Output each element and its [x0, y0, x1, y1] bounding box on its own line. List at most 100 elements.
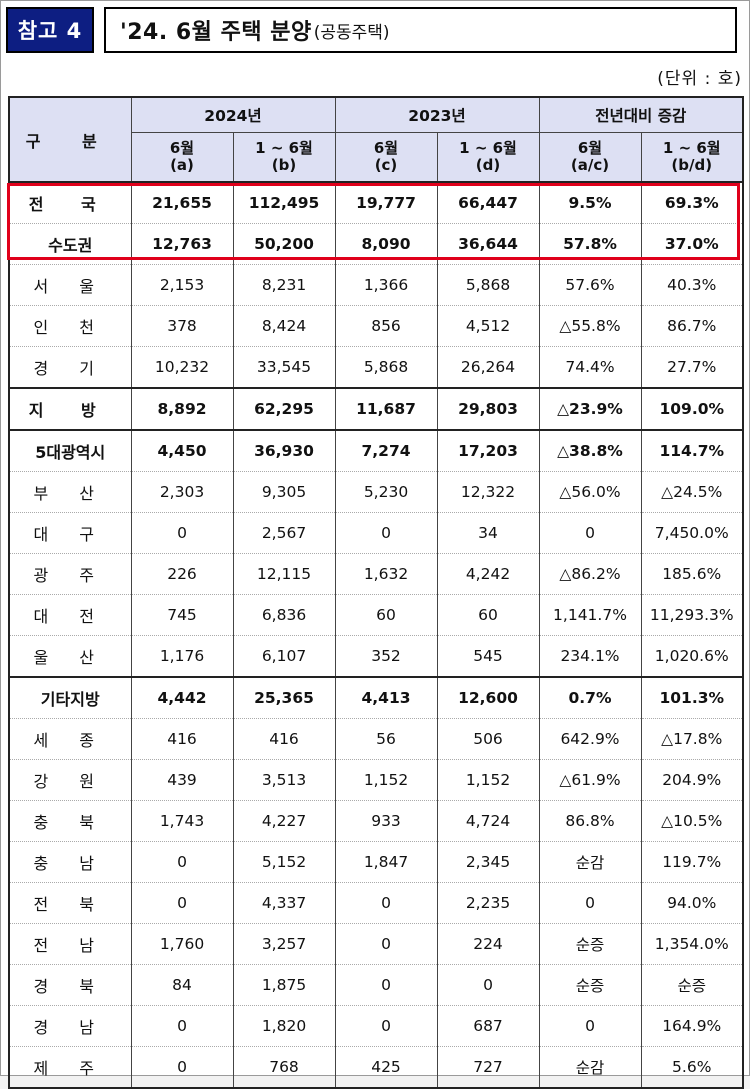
value-cell: 5,868 — [436, 264, 540, 306]
group-header-change: 전년대비 증감 — [538, 96, 744, 133]
value-cell: 0 — [538, 1005, 642, 1047]
region-name: 수도권 — [8, 223, 132, 265]
value-cell: 순감 — [538, 841, 642, 883]
value-cell: 1,820 — [232, 1005, 336, 1047]
title-subtitle: (공동주택) — [313, 22, 390, 43]
region-name: 광 주 — [8, 553, 132, 595]
value-cell: 1,152 — [334, 759, 438, 801]
value-cell: 933 — [334, 800, 438, 842]
value-cell: 114.7% — [640, 429, 744, 472]
value-cell: 185.6% — [640, 553, 744, 595]
region-name: 기타지방 — [8, 676, 132, 719]
value-cell: 7,274 — [334, 429, 438, 472]
value-cell: 4,512 — [436, 305, 540, 347]
subheader-code: (a/c) — [570, 156, 610, 174]
value-cell: 101.3% — [640, 676, 744, 719]
value-cell: 0 — [130, 1046, 234, 1089]
value-cell: 5,230 — [334, 471, 438, 513]
value-cell: 순감 — [538, 1046, 642, 1089]
value-cell: 0 — [334, 923, 438, 965]
table-row: 경 기 10,232 33,545 5,868 26,264 74.4% 27.7% — [8, 346, 744, 389]
group-header-2023: 2023년 — [334, 96, 540, 133]
value-cell: 1,152 — [436, 759, 540, 801]
table-row: 대 전 745 6,836 60 60 1,141.7% 11,293.3% — [8, 594, 744, 636]
region-name: 대 구 — [8, 512, 132, 554]
table-row: 전 국 21,655 112,495 19,777 66,447 9.5% 69.3% — [8, 181, 744, 224]
region-name: 경 남 — [8, 1005, 132, 1047]
unit-label: (단위 : 호) — [657, 69, 742, 89]
value-cell: 727 — [436, 1046, 540, 1089]
value-cell: 57.8% — [538, 223, 642, 265]
value-cell: 3,257 — [232, 923, 336, 965]
table-row: 부 산 2,303 9,305 5,230 12,322 △56.0% △24.5% — [8, 471, 744, 513]
value-cell: 8,892 — [130, 387, 234, 431]
value-cell: 0.7% — [538, 676, 642, 719]
value-cell: 56 — [334, 718, 438, 760]
table-row: 수도권 12,763 50,200 8,090 36,644 57.8% 37.0% — [8, 223, 744, 265]
value-cell: 642.9% — [538, 718, 642, 760]
value-cell: 40.3% — [640, 264, 744, 306]
table-row: 5대광역시 4,450 36,930 7,274 17,203 △38.8% 114.7% — [8, 429, 744, 472]
region-name: 지 방 — [8, 387, 132, 431]
value-cell: 416 — [232, 718, 336, 760]
value-cell: 순증 — [538, 923, 642, 965]
value-cell: 0 — [436, 964, 540, 1006]
subheader-code: (b) — [271, 156, 297, 174]
table-row: 대 구 0 2,567 0 34 0 7,450.0% — [8, 512, 744, 554]
value-cell: △23.9% — [538, 387, 642, 431]
value-cell: 1,875 — [232, 964, 336, 1006]
table-row: 광 주 226 12,115 1,632 4,242 △86.2% 185.6% — [8, 553, 744, 595]
value-cell: 4,450 — [130, 429, 234, 472]
value-cell: 25,365 — [232, 676, 336, 719]
value-cell: 1,847 — [334, 841, 438, 883]
value-cell: 8,090 — [334, 223, 438, 265]
page-title: '24. 6월 주택 분양 (공동주택) — [104, 7, 737, 53]
value-cell: 60 — [436, 594, 540, 636]
subheader-period: 1 ~ 6월 — [255, 139, 313, 157]
value-cell: 506 — [436, 718, 540, 760]
value-cell: 84 — [130, 964, 234, 1006]
value-cell: 1,632 — [334, 553, 438, 595]
value-cell: 545 — [436, 635, 540, 678]
value-cell: 94.0% — [640, 882, 744, 924]
value-cell: 0 — [130, 882, 234, 924]
value-cell: 4,242 — [436, 553, 540, 595]
value-cell: 745 — [130, 594, 234, 636]
value-cell: 0 — [334, 964, 438, 1006]
value-cell: 687 — [436, 1005, 540, 1047]
value-cell: △17.8% — [640, 718, 744, 760]
value-cell: 425 — [334, 1046, 438, 1089]
subheader-code: (b/d) — [671, 156, 713, 174]
value-cell: 204.9% — [640, 759, 744, 801]
value-cell: 36,644 — [436, 223, 540, 265]
value-cell: 10,232 — [130, 346, 234, 389]
value-cell: △55.8% — [538, 305, 642, 347]
value-cell: △38.8% — [538, 429, 642, 472]
subheader: 1 ~ 6월 (d) — [436, 132, 540, 183]
value-cell: 0 — [334, 512, 438, 554]
subheader: 1 ~ 6월 (b) — [232, 132, 336, 183]
group-header-2024: 2024년 — [130, 96, 336, 133]
value-cell: 50,200 — [232, 223, 336, 265]
value-cell: 4,724 — [436, 800, 540, 842]
value-cell: 164.9% — [640, 1005, 744, 1047]
value-cell: 1,366 — [334, 264, 438, 306]
housing-sales-table: 구 분 2024년 2023년 전년대비 증감 6월 (a) 1 ~ 6월 (b) … — [8, 96, 744, 1089]
value-cell: 439 — [130, 759, 234, 801]
value-cell: 21,655 — [130, 181, 234, 224]
region-name: 인 천 — [8, 305, 132, 347]
value-cell: 1,176 — [130, 635, 234, 678]
value-cell: 4,442 — [130, 676, 234, 719]
value-cell: 9,305 — [232, 471, 336, 513]
table-row: 인 천 378 8,424 856 4,512 △55.8% 86.7% — [8, 305, 744, 347]
value-cell: 36,930 — [232, 429, 336, 472]
value-cell: △56.0% — [538, 471, 642, 513]
value-cell: △61.9% — [538, 759, 642, 801]
value-cell: 11,687 — [334, 387, 438, 431]
table-row: 경 북 84 1,875 0 0 순증 순증 — [8, 964, 744, 1006]
value-cell: 8,231 — [232, 264, 336, 306]
region-name: 제 주 — [8, 1046, 132, 1089]
region-name: 충 북 — [8, 800, 132, 842]
value-cell: 2,303 — [130, 471, 234, 513]
value-cell: 226 — [130, 553, 234, 595]
